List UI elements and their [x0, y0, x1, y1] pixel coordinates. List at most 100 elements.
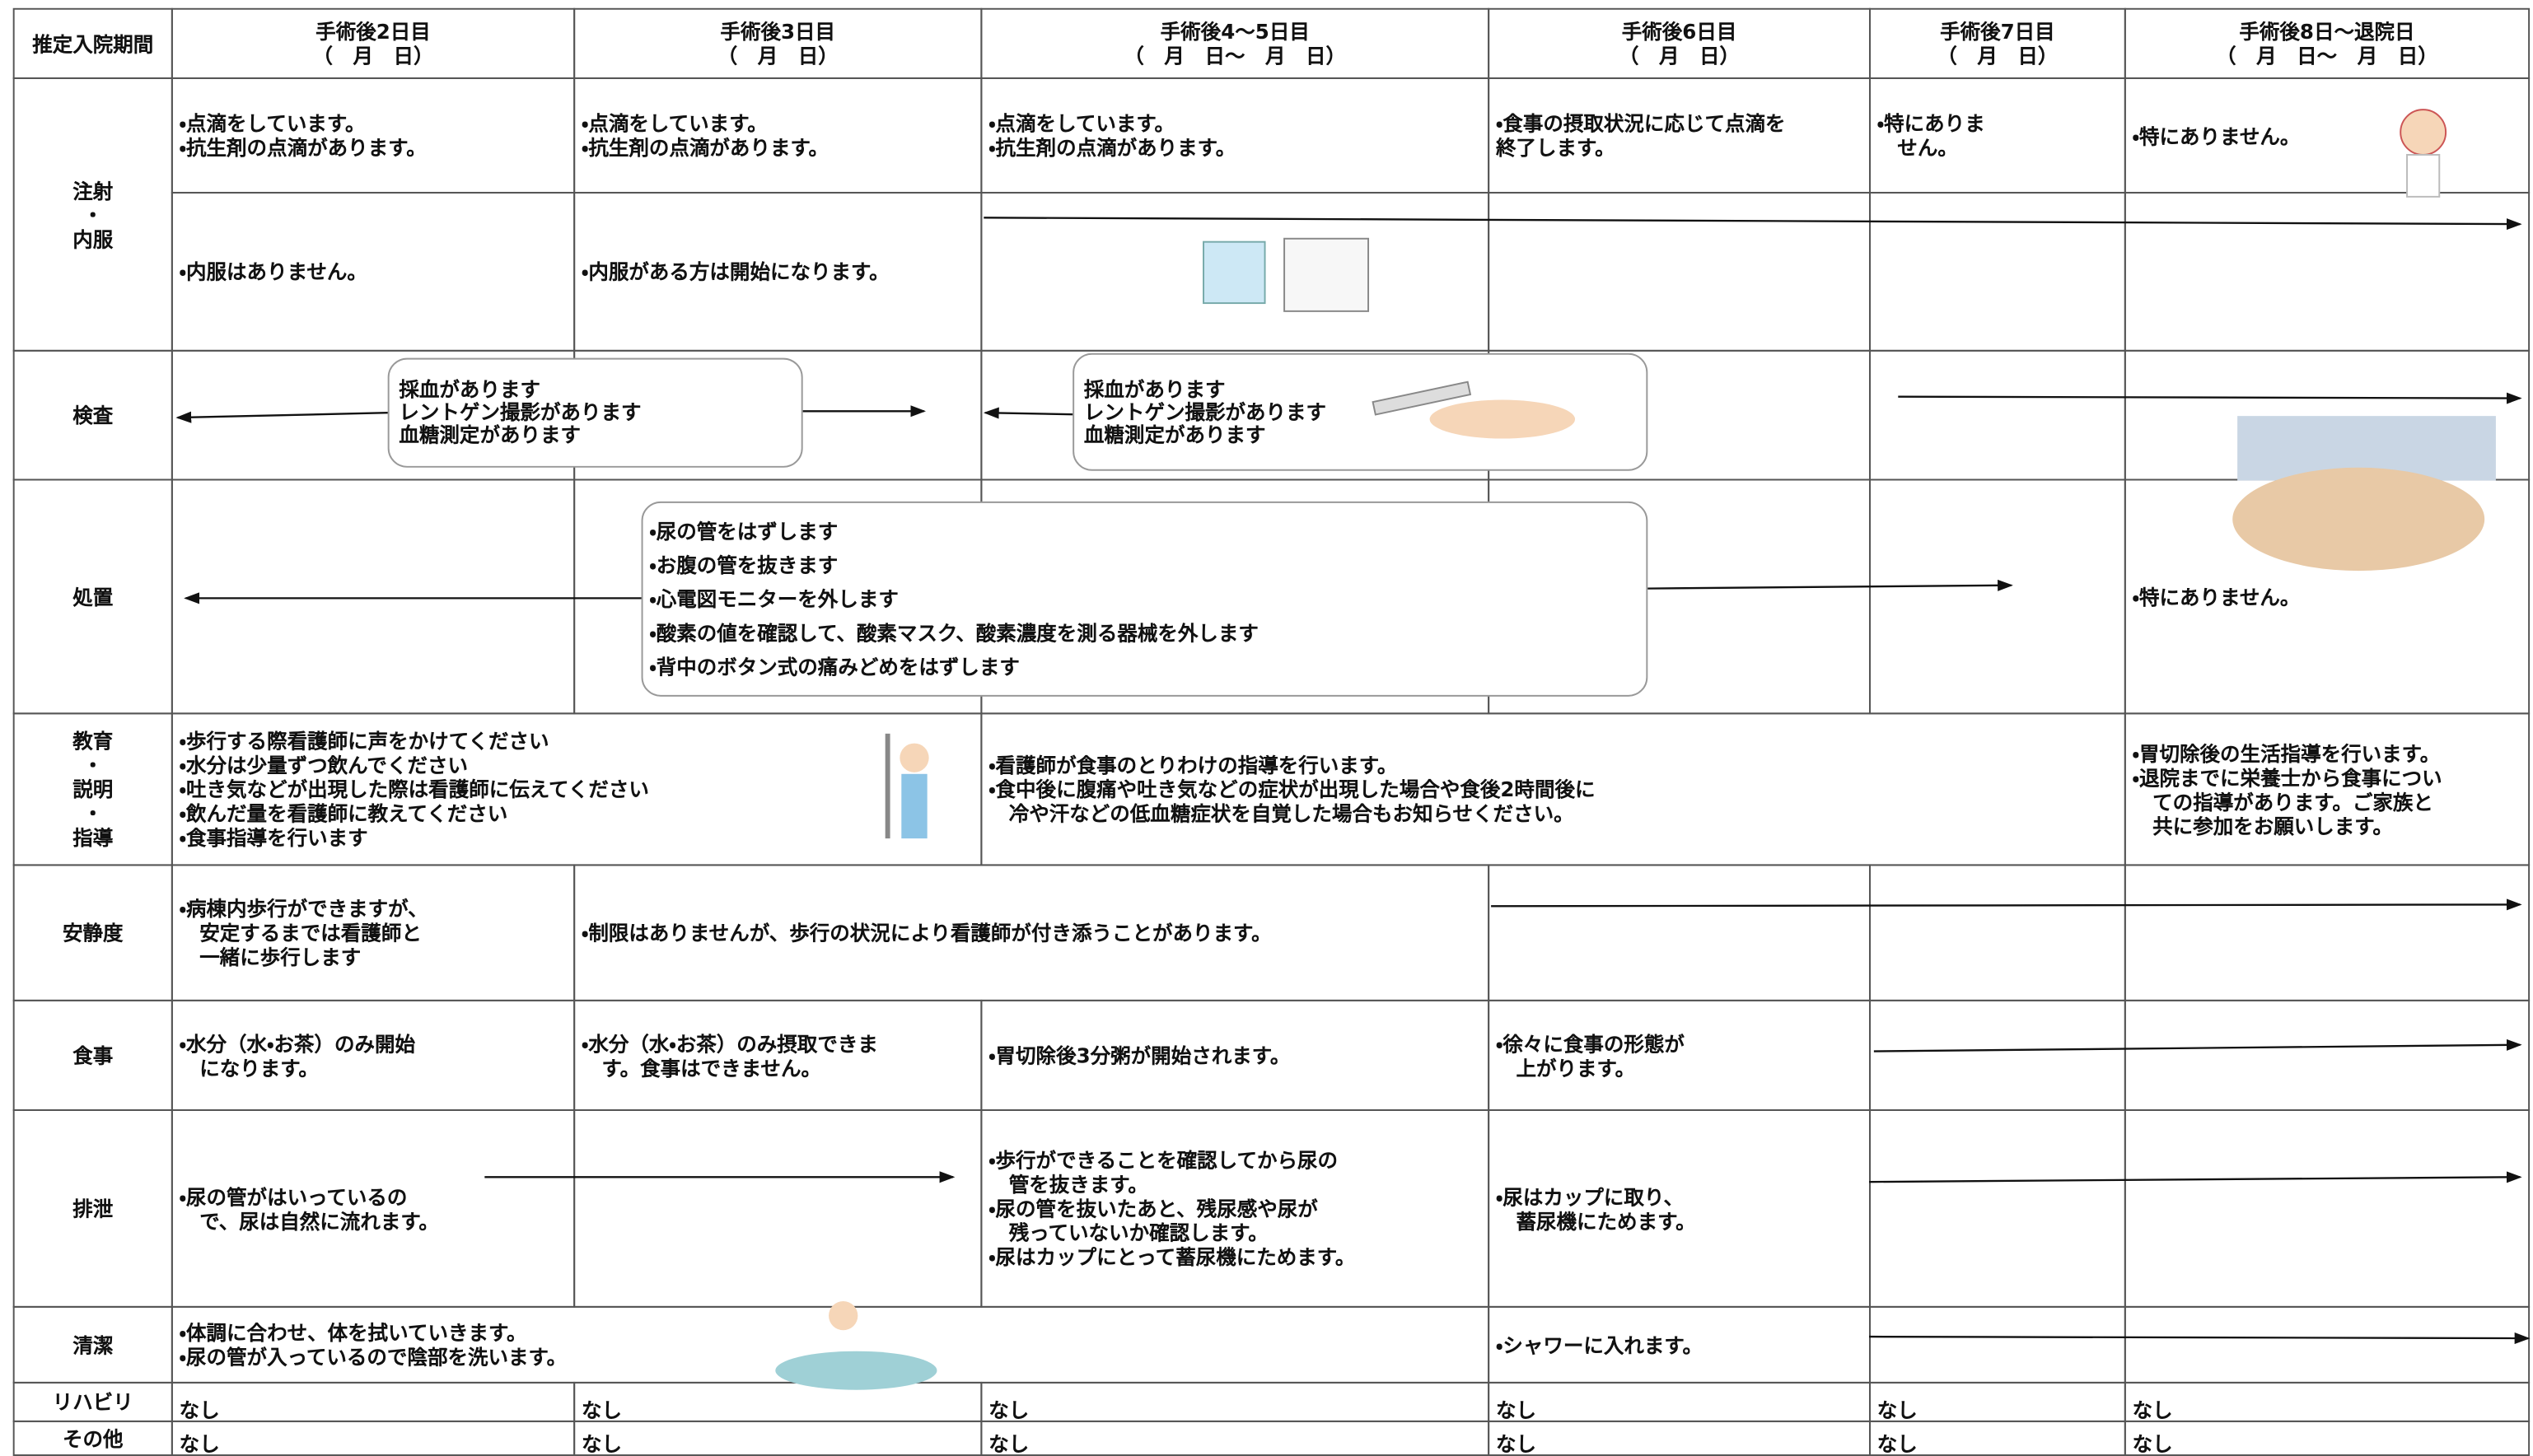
people — [2232, 467, 2485, 572]
callout-text: 採血があります — [1083, 376, 1226, 401]
cell-text: なし — [1495, 1431, 1537, 1456]
cell-text: （ 月 日） — [1937, 43, 2059, 68]
cell-text: ・尿の管が入っているので陰部を洗います。 — [179, 1344, 568, 1370]
cell-text: なし — [988, 1398, 1030, 1422]
callout-box: ・尿の管をはずします ・お腹の管を抜きます・心電図モニターを外します・酸素の値を確… — [641, 501, 1648, 697]
cell-text: 手術後3日目 — [720, 19, 836, 44]
table-cell: ・シャワーに入れます。 — [1488, 1305, 1871, 1384]
arrow — [1491, 898, 2522, 911]
cell-text: ・病棟内歩行ができますが、 — [179, 896, 428, 921]
patient-head — [900, 743, 929, 772]
row-label-text: 清潔 — [72, 1332, 114, 1357]
cell-text: なし — [179, 1431, 220, 1456]
row-label-text: ・ — [82, 753, 104, 777]
callout-box: 採血があります レントゲン撮影があります 血糖測定があります — [1073, 352, 1648, 471]
cell-text: ・尿の管を抜いたあと、残尿感や尿が — [988, 1196, 1318, 1221]
cell-text: ・退院までに栄養士から食事につい — [2132, 765, 2442, 790]
bath-patient — [775, 1351, 937, 1390]
arm — [1429, 399, 1576, 439]
cell-text: 手術後4～5日目 — [1160, 19, 1310, 44]
table-cell: ・歩行ができることを確認してから尿の 管を抜きます。 ・尿の管を抜いたあと、残尿感… — [980, 1109, 1490, 1308]
cell-text: 上がります。 — [1495, 1055, 1636, 1080]
callout-text: ・心電図モニターを外します — [649, 586, 899, 612]
callout-text: ・酸素の値を確認して、酸素マスク、酸素濃度を測る器械を外します — [649, 620, 1259, 646]
cell-text: 安定するまでは看護師と — [179, 920, 422, 945]
cell-text: ・水分（水・お茶）のみ開始 — [179, 1031, 416, 1056]
cell-text: （ 月 日） — [1618, 43, 1741, 68]
cell-text: なし — [2132, 1398, 2173, 1422]
cell-text: 冷や汗などの低血糖症状を自覚した場合もお知らせください。 — [988, 801, 1574, 826]
row-label-text: 処置 — [72, 584, 114, 609]
medicine-paper — [1283, 237, 1370, 312]
callout-text: ・尿の管をはずします — [649, 519, 839, 544]
arrow — [1647, 579, 2013, 591]
cell-text: なし — [1876, 1398, 1918, 1422]
cell-text: 手術後8日～退院日 — [2239, 19, 2415, 44]
arrow — [175, 411, 388, 423]
cell-text: なし — [1495, 1398, 1537, 1422]
cell-text: なし — [581, 1398, 623, 1422]
row-label-text: ・ — [82, 202, 104, 227]
arrow — [1898, 392, 2522, 404]
callout-text: 採血があります — [399, 377, 541, 402]
table-cell: ・胃切除後の生活指導を行います。 ・退院までに栄養士から食事につい ての指導があり… — [2124, 712, 2531, 866]
cell-text: 手術後2日目 — [315, 19, 431, 44]
arrow — [983, 407, 1073, 419]
cell-text: ・抗生剤の点滴があります。 — [179, 135, 427, 160]
cell-text: ・特にありません。 — [2132, 123, 2301, 148]
table-cell: ・歩行する際看護師に声をかけてください ・水分は少量ずつ飲んでください ・吐き気など… — [171, 712, 983, 866]
row-label-text: その他 — [62, 1426, 124, 1451]
cell-text: ・特にありま — [1876, 111, 1985, 136]
cell-text: ・看護師が食事のとりわけの指導を行います。 — [988, 753, 1398, 777]
cell-text: ・胃切除後の生活指導を行います。 — [2132, 740, 2441, 766]
callout-text: ・お腹の管を抜きます — [649, 553, 839, 577]
patient-body — [901, 773, 928, 839]
row-label-text: 検査 — [72, 403, 114, 427]
callout-text: ・背中のボタン式の痛みどめをはずします — [649, 654, 1020, 679]
cell-text: ・体調に合わせ、体を拭いていきます。 — [179, 1320, 527, 1345]
row-label-text: 内服 — [72, 226, 114, 251]
table-cell: 手術後4～5日目（ 月 日～ 月 日） — [980, 7, 1490, 79]
nurse-body — [2406, 153, 2441, 198]
cell-text: 共に参加をお願いします。 — [2132, 813, 2393, 838]
iv-stand — [885, 733, 890, 839]
callout-text: レントゲン撮影があります — [1083, 399, 1327, 423]
cell-text: ・水分（水・お茶）のみ摂取できま — [581, 1031, 878, 1056]
nurse-head — [2400, 109, 2447, 156]
cell-text: す。食事はできません。 — [581, 1055, 822, 1080]
cell-text: なし — [179, 1398, 220, 1422]
table-cell: ・特にありま せん。 — [1868, 77, 2126, 194]
cell-text: ・食事の摂取状況に応じて点滴を — [1495, 111, 1786, 136]
arrow — [1873, 1038, 2522, 1052]
arrow — [984, 217, 2522, 231]
row-label-text: ・ — [82, 801, 104, 826]
medicine-cup — [1203, 240, 1266, 305]
row-label-text: 教育 — [72, 728, 114, 754]
row-label-text: 指導 — [72, 825, 114, 850]
cell-text: なし — [581, 1431, 623, 1456]
cell-text: ・シャワーに入れます。 — [1495, 1332, 1703, 1357]
callout-text: レントゲン撮影があります — [399, 399, 642, 424]
cell-text: せん。 — [1876, 135, 1958, 160]
syringe — [1372, 380, 1472, 416]
cell-text: （ 月 日～ 月 日） — [2216, 43, 2438, 68]
cell-text: ・水分は少量ずつ飲んでください — [179, 753, 469, 777]
cell-text: ・歩行ができることを確認してから尿の — [988, 1148, 1339, 1173]
cell-text: ・点滴をしています。 — [988, 111, 1175, 136]
cell-text: （ 月 日～ 月 日） — [1124, 43, 1347, 68]
arrow — [1868, 1171, 2522, 1183]
cell-text: ・食中後に腹痛や吐き気などの症状が出現した場合や食後2時間後に — [988, 777, 1596, 802]
cell-text: ・胃切除後3分粥が開始されます。 — [988, 1043, 1291, 1068]
callout-box: 採血があります レントゲン撮影があります 血糖測定があります — [387, 357, 803, 468]
cell-text: 手術後7日目 — [1940, 19, 2055, 44]
cell-text: （ 月 日） — [312, 43, 434, 68]
row-label-text: 安静度 — [62, 920, 124, 945]
cell-text: 蓄尿機にためます。 — [1495, 1208, 1696, 1233]
cell-text: 残っていないか確認します。 — [988, 1220, 1269, 1245]
table-cell: ・点滴をしています。 ・抗生剤の点滴があります。 — [573, 77, 983, 194]
cell-text: 一緒に歩行します — [179, 945, 362, 969]
cell-text: ・吐き気などが出現した際は看護師に伝えてください — [179, 777, 649, 802]
cell-text: 管を抜きます。 — [988, 1172, 1148, 1197]
header-text: 推定入院期間 — [32, 31, 154, 56]
